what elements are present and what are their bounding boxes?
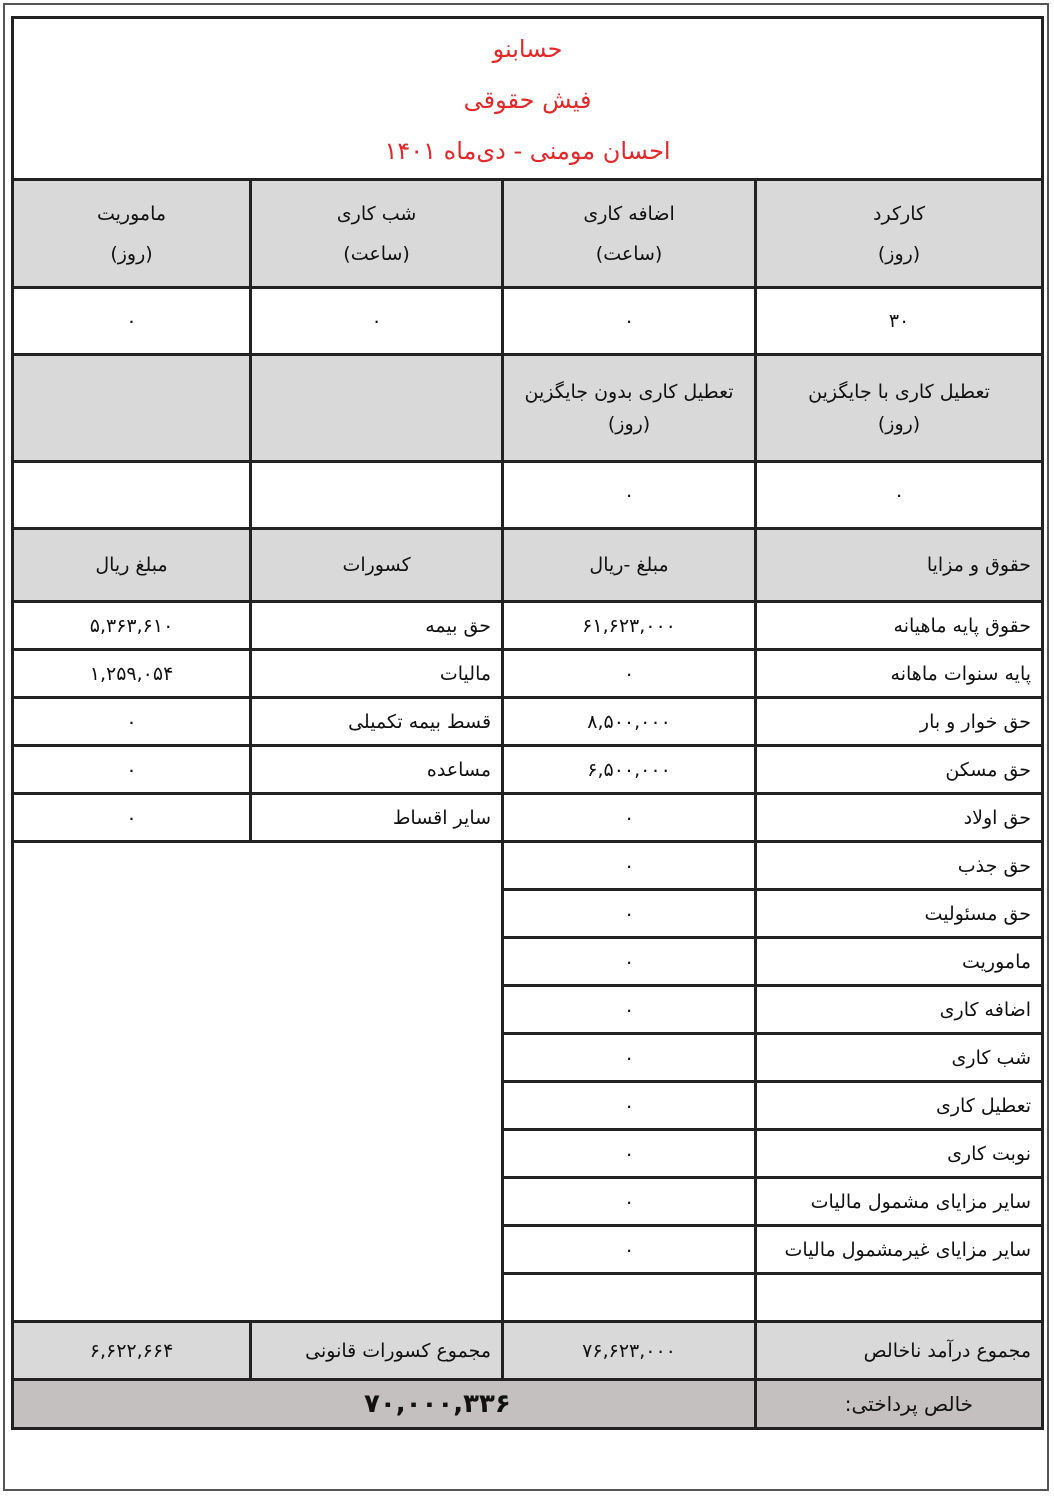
table-row: سایر مزایای مشمول مالیات ۰ bbox=[13, 1176, 1045, 1227]
nightshift-value: ۰ bbox=[249, 286, 505, 356]
deduction-label: مالیات bbox=[249, 648, 505, 699]
benefit-label: پایه سنوات ماهانه bbox=[754, 648, 1045, 699]
deductions-header: کسورات bbox=[249, 527, 505, 603]
table-row: حق اولاد ۰ سایر اقساط ۰ bbox=[10, 792, 1045, 843]
benefits-header: حقوق و مزایا bbox=[754, 527, 1045, 603]
gross-total-value: ۷۶,۶۲۳,۰۰۰ bbox=[501, 1320, 758, 1381]
table-row: حق خوار و بار ۸,۵۰۰,۰۰۰ قسط بیمه تکمیلی ۰ bbox=[10, 696, 1045, 747]
company-name: حسابنو bbox=[492, 35, 563, 63]
nightshift-header: شب کاری (ساعت) bbox=[249, 178, 505, 289]
benefit-label: سایر مزایای مشمول مالیات bbox=[754, 1176, 1045, 1227]
overtime-value: ۰ bbox=[501, 286, 758, 356]
net-pay-label: خالص پرداختی: bbox=[754, 1378, 1045, 1430]
mission-header: ماموریت (روز) bbox=[10, 178, 253, 289]
benefit-amount: ۸,۵۰۰,۰۰۰ bbox=[501, 696, 758, 747]
overtime-header: اضافه کاری (ساعت) bbox=[501, 178, 758, 289]
table-row: نوبت کاری ۰ bbox=[13, 1128, 1045, 1179]
benefit-amount: ۰ bbox=[501, 888, 758, 939]
benefit-amount: ۰ bbox=[501, 792, 758, 843]
table-row: حق جذب ۰ bbox=[10, 840, 1045, 1323]
holiday-with-substitute-value: ۰ bbox=[754, 460, 1045, 530]
deductions-total-label: مجموع کسورات قانونی bbox=[249, 1320, 505, 1381]
benefit-amount: ۶۱,۶۲۳,۰۰۰ bbox=[501, 600, 758, 651]
deductions-amount-header: مبلغ ریال bbox=[10, 527, 253, 603]
empty-cell bbox=[10, 460, 253, 530]
table-row: سایر مزایای غیرمشمول مالیات ۰ bbox=[13, 1224, 1045, 1275]
table-row: شب کاری ۰ bbox=[13, 1032, 1045, 1083]
benefits-amount-header: مبلغ -ریال bbox=[501, 527, 758, 603]
benefit-label: حق مسئولیت bbox=[754, 888, 1045, 939]
benefit-amount: ۶,۵۰۰,۰۰۰ bbox=[501, 744, 758, 795]
table-row: تعطیل کاری ۰ bbox=[13, 1080, 1045, 1131]
empty-cell bbox=[501, 1272, 758, 1323]
deduction-label: سایر اقساط bbox=[249, 792, 505, 843]
holiday-with-substitute-header: تعطیل کاری با جایگزین (روز) bbox=[754, 353, 1045, 463]
deduction-label: مساعده bbox=[249, 744, 505, 795]
deduction-amount: ۰ bbox=[10, 696, 253, 747]
benefit-amount: ۰ bbox=[501, 936, 758, 987]
benefit-label: سایر مزایای غیرمشمول مالیات bbox=[754, 1224, 1045, 1275]
empty-cell bbox=[249, 460, 505, 530]
table-row: اضافه کاری ۰ bbox=[13, 984, 1045, 1035]
benefit-label: شب کاری bbox=[754, 1032, 1045, 1083]
title-block: حسابنو فیش حقوقی احسان مومنی - دی‌ماه ۱۴… bbox=[10, 16, 1045, 181]
benefit-label: حق اولاد bbox=[754, 792, 1045, 843]
benefit-amount: ۰ bbox=[501, 1224, 758, 1275]
benefit-label: نوبت کاری bbox=[754, 1128, 1045, 1179]
empty-deductions-area bbox=[10, 840, 505, 1323]
table-row: پایه سنوات ماهانه ۰ مالیات ۱,۲۵۹,۰۵۴ bbox=[10, 648, 1045, 699]
benefit-amount: ۰ bbox=[501, 1176, 758, 1227]
benefit-label: اضافه کاری bbox=[754, 984, 1045, 1035]
deduction-label: قسط بیمه تکمیلی bbox=[249, 696, 505, 747]
table-row bbox=[13, 1272, 1045, 1323]
benefit-amount: ۰ bbox=[501, 1080, 758, 1131]
table-row: ماموریت ۰ bbox=[13, 936, 1045, 987]
deduction-amount: ۰ bbox=[10, 792, 253, 843]
benefit-label: ماموریت bbox=[754, 936, 1045, 987]
benefit-amount: ۰ bbox=[501, 984, 758, 1035]
benefit-label: حقوق پایه ماهیانه bbox=[754, 600, 1045, 651]
empty-header bbox=[10, 353, 253, 463]
deduction-amount: ۰ bbox=[10, 744, 253, 795]
net-pay-value: ۷۰,۰۰۰,۳۳۶ bbox=[10, 1378, 758, 1430]
benefit-label: حق خوار و بار bbox=[754, 696, 1045, 747]
deduction-label: حق بیمه bbox=[249, 600, 505, 651]
table-row: حق مسکن ۶,۵۰۰,۰۰۰ مساعده ۰ bbox=[10, 744, 1045, 795]
workdays-value: ۳۰ bbox=[754, 286, 1045, 356]
benefit-label: حق مسکن bbox=[754, 744, 1045, 795]
employee-period: احسان مومنی - دی‌ماه ۱۴۰۱ bbox=[384, 137, 671, 165]
page-frame bbox=[3, 3, 1049, 1491]
deduction-amount: ۱,۲۵۹,۰۵۴ bbox=[10, 648, 253, 699]
table-row: حق مسئولیت ۰ bbox=[13, 888, 1045, 939]
gross-total-label: مجموع درآمد ناخالص bbox=[754, 1320, 1045, 1381]
table-row: حقوق پایه ماهیانه ۶۱,۶۲۳,۰۰۰ حق بیمه ۵,۳۶۳,… bbox=[10, 600, 1045, 651]
document-title: فیش حقوقی bbox=[463, 86, 592, 114]
benefit-label: تعطیل کاری bbox=[754, 1080, 1045, 1131]
holiday-without-substitute-header: تعطیل کاری بدون جایگزین (روز) bbox=[501, 353, 758, 463]
deduction-amount: ۵,۳۶۳,۶۱۰ bbox=[10, 600, 253, 651]
workdays-header: کارکرد (روز) bbox=[754, 178, 1045, 289]
holiday-without-substitute-value: ۰ bbox=[501, 460, 758, 530]
deductions-total-value: ۶,۶۲۲,۶۶۴ bbox=[10, 1320, 253, 1381]
empty-header bbox=[249, 353, 505, 463]
mission-value: ۰ bbox=[10, 286, 253, 356]
benefit-amount: ۰ bbox=[501, 840, 758, 891]
payslip-table: حسابنو فیش حقوقی احسان مومنی - دی‌ماه ۱۴… bbox=[10, 16, 1045, 1430]
empty-cell bbox=[754, 1272, 1045, 1323]
benefit-amount: ۰ bbox=[501, 648, 758, 699]
benefit-amount: ۰ bbox=[501, 1128, 758, 1179]
benefit-label: حق جذب bbox=[754, 840, 1045, 891]
benefit-amount: ۰ bbox=[501, 1032, 758, 1083]
